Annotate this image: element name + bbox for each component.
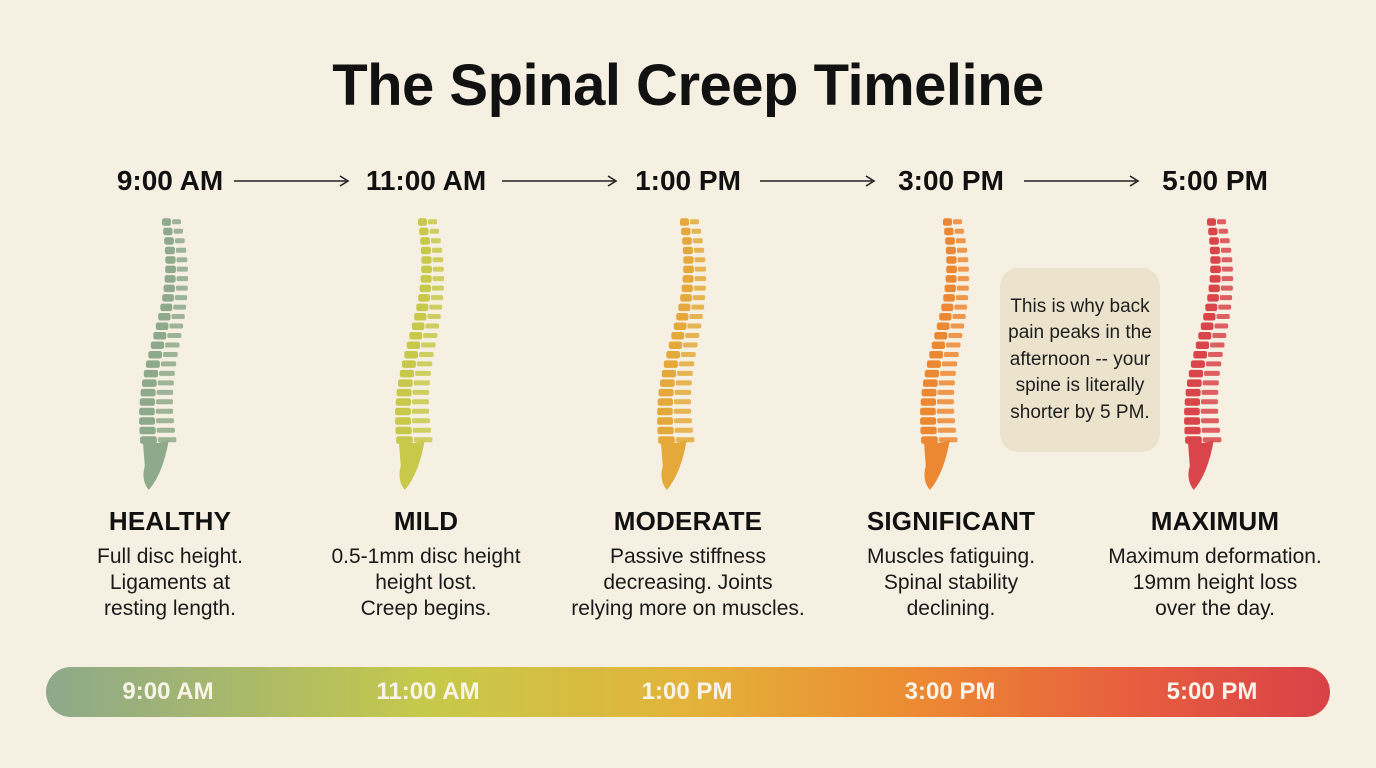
stage-description: Full disc height. Ligaments at resting l… bbox=[30, 544, 310, 622]
page-title: The Spinal Creep Timeline bbox=[332, 53, 1044, 118]
desc-line: Muscles fatiguing. bbox=[866, 545, 1036, 568]
desc-line: resting length. bbox=[104, 597, 236, 620]
spine-icon bbox=[139, 218, 189, 490]
desc-line: 0.5-1mm disc height bbox=[331, 545, 521, 568]
arrow-right-icon bbox=[1024, 175, 1140, 187]
arrow-right-icon bbox=[760, 175, 876, 187]
desc-line: Spinal stability bbox=[883, 571, 1019, 594]
desc-line: decreasing. Joints bbox=[603, 571, 773, 594]
stage-description: Muscles fatiguing. Spinal stability decl… bbox=[811, 544, 1091, 622]
spine-icon bbox=[657, 218, 707, 490]
stage-label: HEALTHY bbox=[108, 506, 232, 536]
bar-tick-label: 1:00 PM bbox=[641, 678, 733, 705]
desc-line: declining. bbox=[906, 597, 996, 620]
stage-label: MODERATE bbox=[613, 506, 763, 536]
stage-time: 11:00 AM bbox=[365, 165, 487, 196]
desc-line: Full disc height. bbox=[97, 545, 243, 568]
timeline-gradient-bar: 9:00 AM 11:00 AM 1:00 PM 3:00 PM 5:00 PM bbox=[46, 667, 1330, 717]
stage-label: MAXIMUM bbox=[1150, 506, 1280, 536]
stage-label: MILD bbox=[393, 506, 459, 536]
stage-time: 3:00 PM bbox=[898, 165, 1004, 196]
stage-description: 0.5-1mm disc height height lost. Creep b… bbox=[286, 544, 566, 622]
bar-tick-label: 9:00 AM bbox=[122, 678, 214, 705]
desc-line: Maximum deformation. bbox=[1108, 545, 1322, 568]
stage-description: Passive stiffness decreasing. Joints rel… bbox=[548, 544, 828, 622]
stage-moderate: 1:00 PM MODERATE Passive stiffness decre… bbox=[558, 0, 818, 640]
arrow-right-icon bbox=[234, 175, 350, 187]
stage-time: 5:00 PM bbox=[1162, 165, 1268, 196]
spine-icon bbox=[920, 218, 970, 490]
stage-healthy: 9:00 AM HEALTHY Full disc height. Ligame… bbox=[40, 0, 300, 640]
desc-line: height lost. bbox=[375, 571, 477, 594]
callout-note: This is why back pain peaks in the after… bbox=[1000, 268, 1160, 452]
stage-description: Maximum deformation. 19mm height loss ov… bbox=[1075, 544, 1355, 622]
stage-maximum: 5:00 PM MAXIMUM Maximum deformation. 19m… bbox=[1085, 0, 1345, 640]
arrow-right-icon bbox=[502, 175, 618, 187]
callout-text: This is why back pain peaks in the after… bbox=[1008, 295, 1152, 423]
bar-tick-label: 3:00 PM bbox=[904, 678, 996, 705]
spine-icon bbox=[395, 218, 445, 490]
desc-line: Creep begins. bbox=[360, 597, 492, 620]
stage-mild: 11:00 AM MILD 0.5-1mm disc height height… bbox=[296, 0, 556, 640]
desc-line: relying more on muscles. bbox=[571, 597, 805, 620]
stage-significant: 3:00 PM SIGNIFICANT Muscles fatiguing. S… bbox=[821, 0, 1081, 640]
bar-tick-label: 11:00 AM bbox=[376, 678, 480, 705]
desc-line: Ligaments at bbox=[109, 571, 231, 594]
stage-time: 9:00 AM bbox=[116, 165, 224, 196]
desc-line: 19mm height loss bbox=[1132, 571, 1298, 594]
bar-tick-label: 5:00 PM bbox=[1166, 678, 1258, 705]
stage-time: 1:00 PM bbox=[635, 165, 741, 196]
desc-line: Passive stiffness bbox=[609, 545, 766, 568]
spine-icon bbox=[1184, 218, 1234, 490]
stage-label: SIGNIFICANT bbox=[866, 506, 1036, 536]
desc-line: over the day. bbox=[1155, 597, 1275, 620]
